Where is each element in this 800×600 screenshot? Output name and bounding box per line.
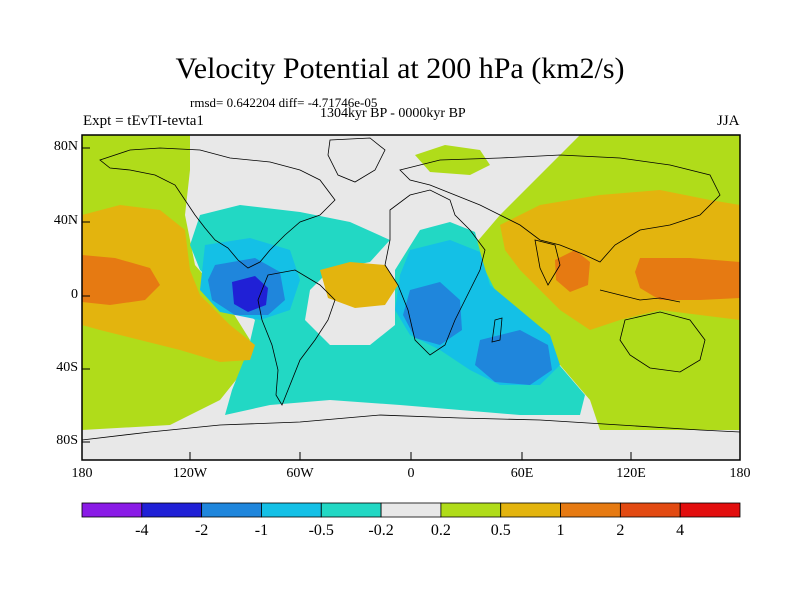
colorbar: [81, 502, 741, 518]
lat-label: 40S: [56, 360, 78, 375]
lon-label: 120W: [172, 466, 208, 481]
experiment-label: Expt = tEvTI-tevta1: [83, 113, 204, 129]
period-subtitle: 1304kyr BP - 0000kyr BP: [320, 106, 466, 121]
field-neg-strong-region-africa: [403, 282, 462, 345]
lon-label: 0: [407, 466, 415, 481]
lon-label: 60E: [510, 466, 534, 481]
colorbar-swatch: [679, 502, 741, 518]
colorbar-swatch: [380, 502, 442, 518]
colorbar-swatch: [261, 502, 322, 518]
colorbar-label: -2: [194, 522, 209, 539]
chart-title: Velocity Potential at 200 hPa (km2/s): [175, 52, 625, 85]
colorbar-label: 1: [556, 522, 565, 539]
colorbar-label: 2: [616, 522, 625, 539]
tick-marks: [82, 147, 632, 460]
colorbar-swatch: [201, 502, 262, 518]
contour-field: [82, 135, 740, 460]
field-pos-strong-region-pacific: [635, 258, 740, 300]
colorbar-swatch: [440, 502, 502, 518]
field-pos-mid-region-atlantic: [320, 262, 398, 308]
colorbar-label: -4: [135, 522, 149, 539]
lat-label: 0: [71, 287, 78, 302]
stats-line: rmsd= 0.642204 diff= -4.71746e-05: [190, 95, 378, 110]
season-label: JJA: [717, 113, 740, 129]
colorbar-swatch: [141, 502, 203, 518]
coastlines: [82, 137, 740, 441]
lon-label: 180: [729, 466, 751, 481]
colorbar-label: -1: [254, 522, 269, 539]
field-pos-weak-arctic: [415, 145, 490, 175]
colorbar-swatch: [320, 502, 382, 518]
colorbar-swatch: [500, 502, 561, 518]
colorbar-label: 0.2: [430, 522, 451, 539]
colorbar-swatch: [619, 502, 681, 518]
colorbar-label: 0.5: [490, 522, 511, 539]
colorbar-label: 4: [676, 522, 685, 539]
colorbar-label: -0.2: [368, 522, 394, 539]
colorbar-swatch: [81, 502, 143, 518]
lon-label: 120E: [616, 466, 646, 481]
field-neg-strong-region-madagascar: [475, 330, 552, 385]
field-pos-strong-region-west: [82, 255, 160, 305]
field-pos-strong-region-asia: [555, 250, 590, 292]
lat-label: 80S: [56, 433, 78, 448]
lat-label: 80N: [53, 139, 78, 154]
field-pos-mid-region-west: [82, 205, 255, 362]
colorbar-swatch: [560, 502, 621, 518]
lat-label: 40N: [53, 213, 78, 228]
lon-label: 180: [71, 466, 93, 481]
lon-label: 60W: [286, 466, 314, 481]
colorbar-label: -0.5: [308, 522, 334, 539]
